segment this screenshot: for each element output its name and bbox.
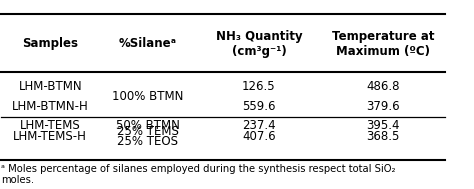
Text: Samples: Samples <box>22 37 78 50</box>
Text: LHM-TEMS: LHM-TEMS <box>20 119 81 132</box>
Text: 100% BTMN: 100% BTMN <box>112 90 183 103</box>
Text: 486.8: 486.8 <box>366 80 400 93</box>
Text: 559.6: 559.6 <box>242 100 276 113</box>
Text: 50% BTMN: 50% BTMN <box>116 119 180 132</box>
Text: 25% TEMS: 25% TEMS <box>117 125 179 138</box>
Text: 407.6: 407.6 <box>242 130 276 143</box>
Text: 237.4: 237.4 <box>242 119 276 132</box>
Text: NH₃ Quantity
(cm³g⁻¹): NH₃ Quantity (cm³g⁻¹) <box>216 30 302 58</box>
Text: LHM-BTMN-H: LHM-BTMN-H <box>12 100 89 113</box>
Text: LHM-BTMN: LHM-BTMN <box>18 80 82 93</box>
Text: 368.5: 368.5 <box>366 130 400 143</box>
Text: %Silaneᵃ: %Silaneᵃ <box>119 37 177 50</box>
Text: LHM-TEMS-H: LHM-TEMS-H <box>13 130 87 143</box>
Text: 25% TEOS: 25% TEOS <box>118 135 178 148</box>
Text: Temperature at
Maximum (ºC): Temperature at Maximum (ºC) <box>332 30 435 58</box>
Text: 126.5: 126.5 <box>242 80 276 93</box>
Text: 395.4: 395.4 <box>366 119 400 132</box>
Text: 379.6: 379.6 <box>366 100 400 113</box>
Text: ᵃ Moles percentage of silanes employed during the synthesis respect total SiO₂
m: ᵃ Moles percentage of silanes employed d… <box>1 163 396 185</box>
